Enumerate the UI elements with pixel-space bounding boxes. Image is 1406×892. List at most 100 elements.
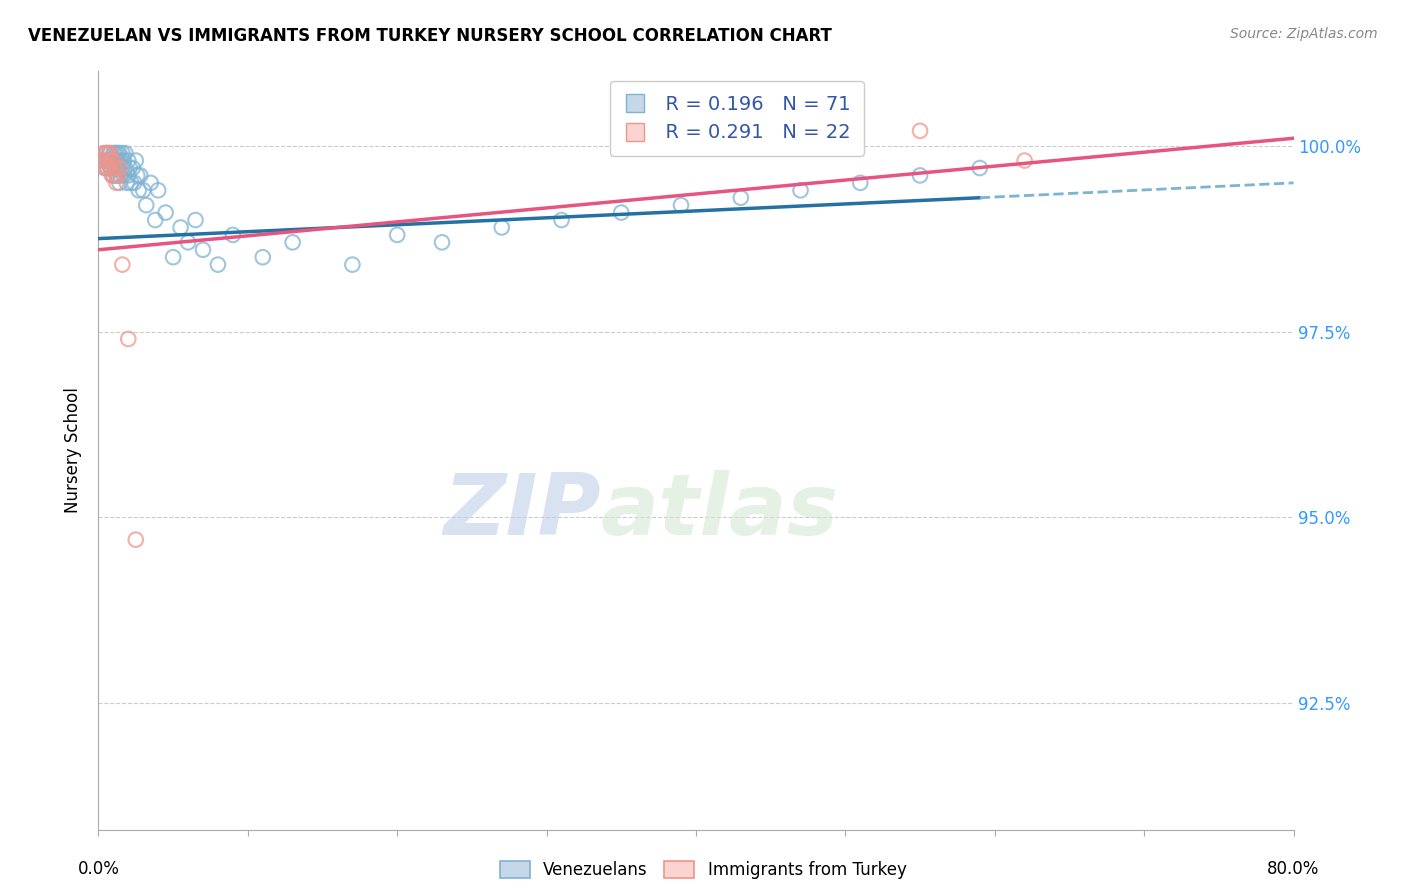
Point — [252, 250, 274, 264]
Point — [104, 161, 127, 175]
Point — [98, 146, 122, 161]
Point — [112, 169, 135, 183]
Point — [669, 198, 692, 212]
Text: ZIP: ZIP — [443, 469, 600, 553]
Point — [491, 220, 513, 235]
Point — [207, 258, 229, 272]
Point — [107, 153, 129, 168]
Point — [120, 176, 142, 190]
Text: Source: ZipAtlas.com: Source: ZipAtlas.com — [1230, 27, 1378, 41]
Text: atlas: atlas — [600, 469, 838, 553]
Point — [110, 169, 132, 183]
Point — [789, 183, 811, 197]
Point — [124, 176, 146, 190]
Point — [111, 258, 134, 272]
Point — [110, 153, 132, 168]
Point — [169, 220, 191, 235]
Point — [96, 153, 118, 168]
Point — [93, 153, 115, 168]
Point — [342, 258, 364, 272]
Y-axis label: Nursery School: Nursery School — [65, 387, 83, 514]
Point — [98, 161, 122, 175]
Point — [550, 213, 572, 227]
Text: VENEZUELAN VS IMMIGRANTS FROM TURKEY NURSERY SCHOOL CORRELATION CHART: VENEZUELAN VS IMMIGRANTS FROM TURKEY NUR… — [28, 27, 832, 45]
Point — [91, 153, 114, 168]
Point — [105, 153, 128, 168]
Point — [125, 533, 148, 547]
Point — [97, 153, 120, 168]
Point — [162, 250, 184, 264]
Point — [96, 161, 118, 175]
Point — [103, 153, 125, 168]
Point — [111, 161, 134, 175]
Point — [143, 213, 166, 227]
Point — [103, 169, 125, 183]
Point — [103, 153, 125, 168]
Point — [101, 169, 124, 183]
Point — [117, 169, 139, 183]
Point — [117, 153, 139, 168]
Point — [104, 161, 127, 175]
Point — [101, 153, 124, 168]
Point — [107, 169, 129, 183]
Point — [111, 146, 134, 161]
Point — [139, 176, 162, 190]
Point — [96, 146, 118, 161]
Point — [385, 227, 409, 242]
Point — [96, 161, 118, 175]
Point — [112, 153, 135, 168]
Point — [730, 191, 752, 205]
Point — [132, 183, 155, 197]
Point — [118, 161, 141, 175]
Point — [849, 176, 872, 190]
Point — [127, 169, 149, 183]
Point — [107, 169, 129, 183]
Point — [610, 205, 633, 219]
Point — [104, 146, 127, 161]
Point — [93, 161, 115, 175]
Point — [121, 161, 143, 175]
Point — [908, 169, 931, 183]
Point — [191, 243, 214, 257]
Text: 0.0%: 0.0% — [77, 860, 120, 878]
Point — [94, 161, 117, 175]
Point — [105, 146, 128, 161]
Point — [105, 169, 128, 183]
Point — [105, 176, 128, 190]
Point — [125, 153, 148, 168]
Point — [98, 161, 122, 175]
Point — [94, 146, 117, 161]
Point — [108, 146, 131, 161]
Point — [101, 153, 124, 168]
Point — [114, 146, 136, 161]
Point — [114, 161, 136, 175]
Point — [117, 332, 139, 346]
Point — [155, 205, 177, 219]
Point — [97, 153, 120, 168]
Point — [103, 146, 125, 161]
Point — [98, 146, 122, 161]
Point — [129, 169, 152, 183]
Point — [94, 146, 117, 161]
Point — [101, 161, 124, 175]
Point — [281, 235, 304, 250]
Point — [969, 161, 991, 175]
Point — [107, 146, 129, 161]
Legend:   R = 0.196   N = 71,   R = 0.291   N = 22: R = 0.196 N = 71, R = 0.291 N = 22 — [610, 81, 865, 156]
Point — [1014, 153, 1036, 168]
Point — [128, 183, 150, 197]
Point — [430, 235, 453, 250]
Legend: Venezuelans, Immigrants from Turkey: Venezuelans, Immigrants from Turkey — [495, 855, 911, 884]
Point — [108, 176, 131, 190]
Point — [97, 146, 120, 161]
Text: 80.0%: 80.0% — [1267, 860, 1320, 878]
Point — [135, 198, 157, 212]
Point — [103, 169, 125, 183]
Point — [184, 213, 207, 227]
Point — [108, 161, 131, 175]
Point — [908, 124, 931, 138]
Point — [222, 227, 245, 242]
Point — [91, 146, 114, 161]
Point — [108, 161, 131, 175]
Point — [115, 176, 138, 190]
